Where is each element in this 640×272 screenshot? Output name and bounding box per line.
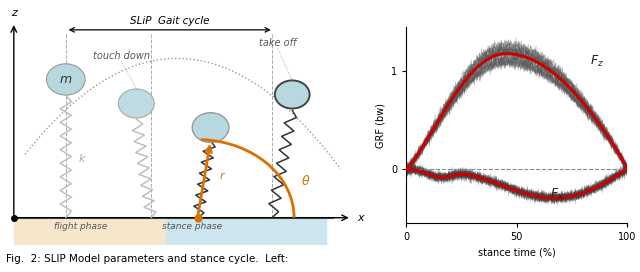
Text: $\it{F}_{\it{x}}$: $\it{F}_{\it{x}}$: [550, 187, 564, 202]
Text: r: r: [220, 171, 225, 181]
Text: SLiP  Gait cycle: SLiP Gait cycle: [130, 16, 209, 26]
Circle shape: [192, 113, 229, 143]
Bar: [14, 218, 166, 245]
X-axis label: stance time (%): stance time (%): [478, 248, 556, 258]
Text: θ: θ: [301, 175, 309, 188]
Text: m: m: [60, 73, 72, 86]
Text: stance phase: stance phase: [162, 222, 222, 231]
Circle shape: [118, 89, 154, 118]
Text: Fig.  2: SLIP Model parameters and stance cycle.  Left:: Fig. 2: SLIP Model parameters and stance…: [6, 254, 289, 264]
Y-axis label: GRF (bw): GRF (bw): [376, 103, 386, 148]
Text: $\it{F}_{\it{z}}$: $\it{F}_{\it{z}}$: [589, 54, 604, 69]
Circle shape: [275, 81, 310, 109]
Circle shape: [47, 64, 85, 95]
Text: flight phase: flight phase: [54, 222, 108, 231]
Text: touch down: touch down: [93, 51, 150, 61]
Bar: [166, 218, 326, 245]
Text: z: z: [11, 8, 17, 18]
Text: k: k: [79, 154, 85, 164]
Text: take off: take off: [259, 38, 296, 48]
Text: x: x: [357, 213, 364, 223]
